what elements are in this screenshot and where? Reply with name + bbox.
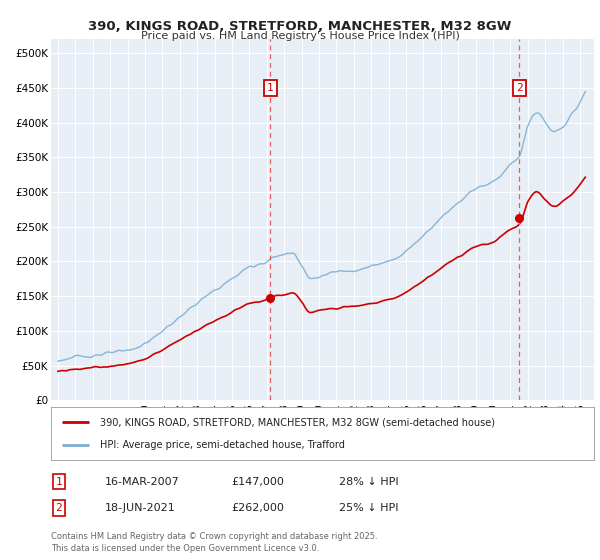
Text: 390, KINGS ROAD, STRETFORD, MANCHESTER, M32 8GW: 390, KINGS ROAD, STRETFORD, MANCHESTER, … bbox=[88, 20, 512, 32]
Text: 16-MAR-2007: 16-MAR-2007 bbox=[105, 477, 180, 487]
Text: 1: 1 bbox=[55, 477, 62, 487]
Text: 1: 1 bbox=[267, 83, 274, 93]
Text: 2: 2 bbox=[55, 503, 62, 513]
Text: Price paid vs. HM Land Registry's House Price Index (HPI): Price paid vs. HM Land Registry's House … bbox=[140, 31, 460, 41]
Text: 28% ↓ HPI: 28% ↓ HPI bbox=[339, 477, 398, 487]
Text: 390, KINGS ROAD, STRETFORD, MANCHESTER, M32 8GW (semi-detached house): 390, KINGS ROAD, STRETFORD, MANCHESTER, … bbox=[100, 417, 495, 427]
Text: HPI: Average price, semi-detached house, Trafford: HPI: Average price, semi-detached house,… bbox=[100, 440, 345, 450]
Text: £262,000: £262,000 bbox=[231, 503, 284, 513]
Text: £147,000: £147,000 bbox=[231, 477, 284, 487]
Text: 18-JUN-2021: 18-JUN-2021 bbox=[105, 503, 176, 513]
Text: 25% ↓ HPI: 25% ↓ HPI bbox=[339, 503, 398, 513]
Text: Contains HM Land Registry data © Crown copyright and database right 2025.
This d: Contains HM Land Registry data © Crown c… bbox=[51, 532, 377, 553]
Text: 2: 2 bbox=[516, 83, 523, 93]
